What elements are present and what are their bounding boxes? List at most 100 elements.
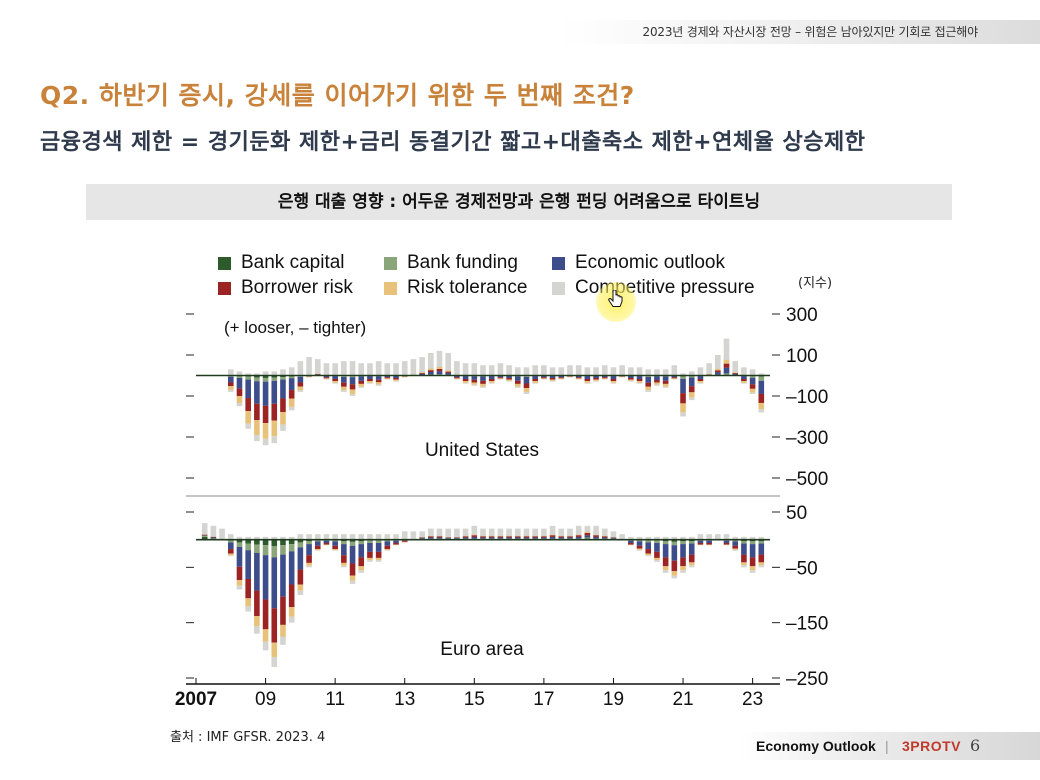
euro-area-bar-positive xyxy=(384,534,391,540)
euro-area-bar-segment xyxy=(245,578,251,599)
euro-area-bar-segment xyxy=(697,544,704,546)
euro-area-bar-segment xyxy=(601,538,608,540)
euro-area-bar-segment xyxy=(575,536,582,539)
united-states-bar-segment xyxy=(654,376,660,381)
united-states-bar-segment xyxy=(262,381,269,406)
euro-area-bar-positive xyxy=(706,534,712,540)
united-states-bar-segment xyxy=(297,390,304,392)
euro-area-bar-segment xyxy=(445,538,452,540)
euro-area-bar-segment xyxy=(506,534,512,536)
euro-area-bar-segment xyxy=(358,566,365,571)
united-states-bar-positive xyxy=(384,363,391,376)
euro-area-bar-positive xyxy=(532,528,538,540)
euro-area-bar-segment xyxy=(393,540,399,543)
united-states-bar-segment xyxy=(254,375,260,378)
united-states-bar-segment xyxy=(271,375,278,378)
euro-area-bar-segment xyxy=(288,551,295,585)
euro-area-bar-segment xyxy=(558,536,565,538)
euro-area-bar-positive xyxy=(262,536,269,540)
united-states-bar-positive xyxy=(593,367,599,376)
united-states-bar-segment xyxy=(723,367,730,374)
united-states-bar-positive xyxy=(227,369,234,376)
united-states-bar-positive xyxy=(558,367,565,376)
united-states-bar-segment xyxy=(428,367,434,369)
united-states-bar-segment xyxy=(323,377,330,379)
united-states-bar-segment xyxy=(506,380,512,382)
euro-area-bar-segment xyxy=(375,557,382,561)
united-states-bar-segment xyxy=(245,398,251,412)
euro-area-bar-segment xyxy=(758,539,765,542)
united-states-bar-segment xyxy=(749,392,756,394)
footer-bar: Economy Outlook | 3PROTV 6 xyxy=(740,732,1040,760)
united-states-bar-segment xyxy=(575,377,582,379)
euro-area-bar-segment xyxy=(610,538,617,539)
united-states-bar-segment xyxy=(288,378,295,391)
euro-area-bar-segment xyxy=(584,537,591,539)
united-states-bar-segment xyxy=(358,383,365,387)
euro-area-bar-segment xyxy=(419,536,425,538)
united-states-bar-segment xyxy=(393,377,399,380)
x-tick-label: 21 xyxy=(672,689,693,710)
euro-area-bar-segment xyxy=(462,538,469,540)
euro-area-bar-segment xyxy=(541,535,547,537)
euro-area-bar-segment xyxy=(288,607,295,617)
x-tick-label: 11 xyxy=(325,689,345,710)
euro-area-bar-segment xyxy=(341,539,347,542)
united-states-bar-segment xyxy=(749,376,756,378)
united-states-bar-segment xyxy=(480,383,486,387)
unit-label: (지수) xyxy=(798,276,833,291)
euro-area-bar-segment xyxy=(288,584,295,608)
united-states-bar-segment xyxy=(688,376,695,378)
euro-area-bar-segment xyxy=(201,535,208,536)
slide-subtitle: 금융경색 제한 = 경기둔화 제한+금리 동결기간 짧고+대출축소 제한+연체율… xyxy=(40,130,866,155)
united-states-bar-segment xyxy=(297,376,304,383)
united-states-bar-segment xyxy=(688,386,695,393)
united-states-bar-segment xyxy=(462,381,469,383)
united-states-bar-segment xyxy=(393,379,399,381)
euro-area-bar-segment xyxy=(297,542,304,548)
united-states-bar-positive xyxy=(428,352,434,376)
united-states-bar-segment xyxy=(741,376,747,379)
euro-area-bar-segment xyxy=(254,625,260,634)
united-states-bar-segment xyxy=(271,377,278,381)
euro-area-bar-segment xyxy=(393,542,399,545)
united-states-bar-segment xyxy=(271,380,278,404)
euro-area-bar-segment xyxy=(367,542,373,552)
euro-area-bar-positive xyxy=(306,534,312,540)
chart-banner: 은행 대출 영향 : 어두운 경제전망과 은행 펀딩 어려움으로 타이트닝 xyxy=(86,184,952,220)
united-states-bar-segment xyxy=(384,375,391,378)
euro-area-bar-segment xyxy=(549,538,556,540)
united-states-bar-segment xyxy=(732,371,739,373)
united-states-bar-positive xyxy=(645,369,652,376)
euro-area-bar-segment xyxy=(384,550,391,551)
united-states-bar-segment xyxy=(236,388,243,396)
united-states-bar-segment xyxy=(671,375,678,378)
euro-area-bar-segment xyxy=(671,539,678,542)
euro-area-bar-segment xyxy=(384,541,391,546)
united-states-bar-segment xyxy=(506,377,512,380)
united-states-bar-segment xyxy=(375,384,382,386)
united-states-bar-segment xyxy=(419,372,425,374)
united-states-bar-segment xyxy=(593,375,599,378)
euro-area-bar-segment xyxy=(741,565,747,568)
united-states-bar-segment xyxy=(488,376,495,379)
euro-area-bar-segment xyxy=(227,549,234,554)
mouse-cursor-highlight xyxy=(596,282,636,322)
united-states-bar-segment xyxy=(488,382,495,384)
euro-area-bar-segment xyxy=(593,536,599,539)
euro-area-bar-positive xyxy=(567,528,573,540)
euro-area-bar-segment xyxy=(262,629,269,642)
euro-area-bar-segment xyxy=(375,560,382,562)
euro-area-bar-segment xyxy=(480,538,486,540)
united-states-bar-segment xyxy=(758,409,765,413)
legend-swatch xyxy=(218,256,231,270)
united-states-bar-positive xyxy=(271,371,278,376)
euro-area-bar-segment xyxy=(306,544,312,556)
euro-area-bar-segment xyxy=(662,541,669,545)
united-states-bar-segment xyxy=(349,376,356,378)
euro-area-bar-segment xyxy=(593,538,599,540)
united-states-bar-segment xyxy=(680,412,686,417)
euro-area-bar-segment xyxy=(601,536,608,538)
united-states-bar-segment xyxy=(341,376,347,383)
euro-area-bar-segment xyxy=(741,541,747,544)
